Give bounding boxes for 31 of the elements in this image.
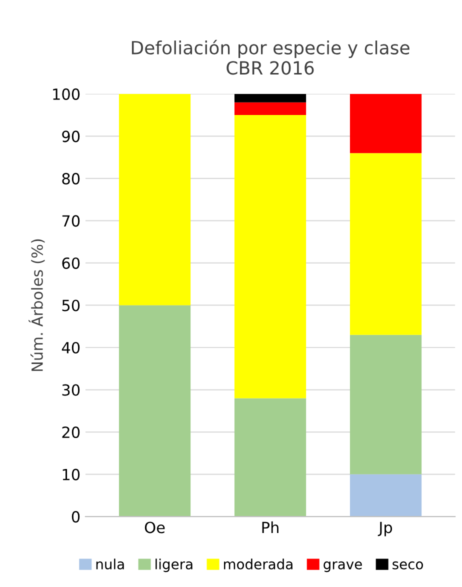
legend-label: grave (324, 561, 362, 572)
y-tick-label: 80 (62, 172, 80, 184)
bar (118, 94, 191, 306)
y-tick-label: 50 (62, 300, 80, 312)
legend-label: moderada (224, 558, 292, 570)
y-tick-label: 20 (62, 426, 80, 438)
bar (350, 334, 422, 474)
x-tick-label: Jp (378, 522, 392, 536)
legend-label: nula (96, 558, 124, 570)
y-tick-label: 100 (53, 88, 80, 100)
y-tick-label: 30 (62, 384, 80, 396)
x-tick-label: Ph (262, 521, 278, 534)
y-axis-title: Núm. Árboles (%) (28, 239, 45, 371)
x-tick-label: Oe (144, 522, 165, 534)
bar (350, 153, 422, 335)
chart-title: Defoliación por especie y clase CBR 2016 (132, 40, 410, 75)
bar (234, 102, 306, 116)
legend-label: ligera (156, 558, 192, 572)
bar (350, 474, 422, 517)
y-tick-label: 90 (62, 130, 80, 142)
bar (350, 94, 422, 154)
bar (234, 398, 306, 517)
legend-label: seco (392, 561, 423, 570)
y-tick-label: 0 (72, 511, 80, 523)
y-tick-label: 60 (62, 257, 80, 269)
y-tick-label: 10 (62, 468, 80, 480)
y-tick-label: 40 (62, 342, 80, 354)
bar (118, 305, 191, 517)
bar (234, 115, 306, 398)
bar (234, 94, 306, 102)
y-tick-label: 70 (62, 215, 80, 227)
